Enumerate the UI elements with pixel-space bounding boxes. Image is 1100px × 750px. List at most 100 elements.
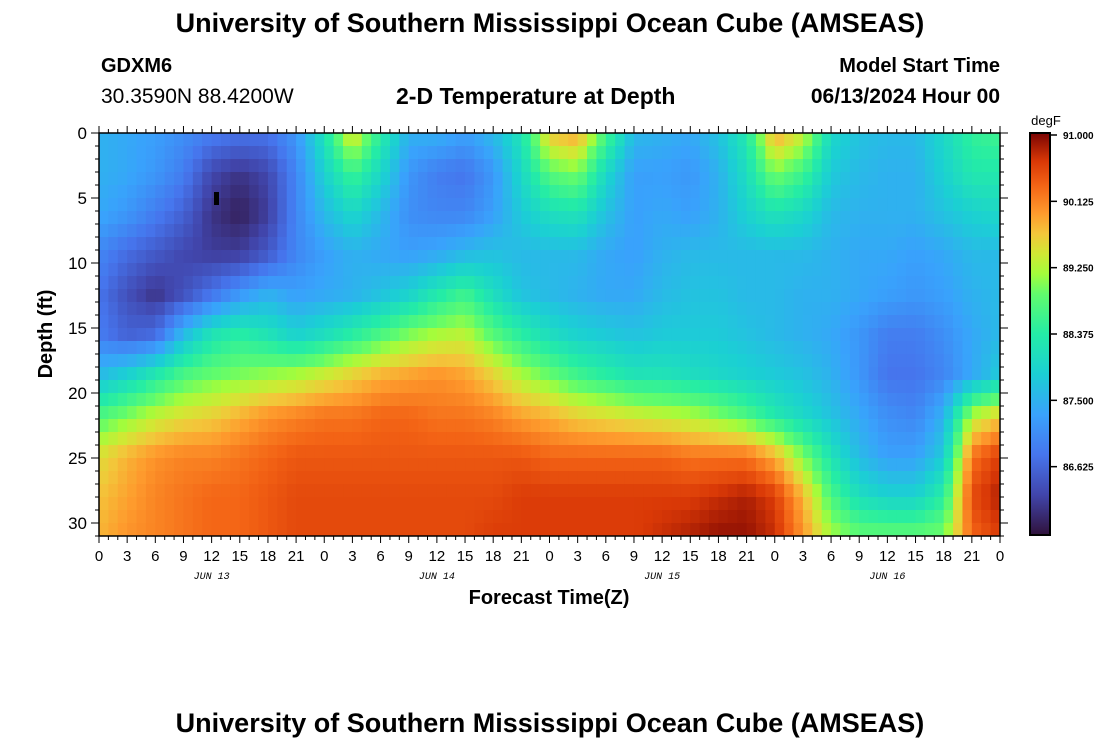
heatmap-cell (868, 172, 879, 186)
heatmap-cell (389, 159, 400, 173)
heatmap-cell (427, 419, 438, 433)
heatmap-cell (962, 198, 973, 212)
heatmap-cell (737, 328, 748, 342)
heatmap-cell (615, 146, 626, 160)
heatmap-cell (690, 341, 701, 355)
heatmap-cell (155, 133, 166, 147)
heatmap-cell (408, 211, 419, 225)
heatmap-cell (493, 510, 504, 524)
heatmap-cell (831, 367, 842, 381)
heatmap-cell (709, 354, 720, 368)
heatmap-cell (633, 432, 644, 446)
heatmap-cell (934, 315, 945, 329)
heatmap-cell (380, 341, 391, 355)
heatmap-cell (389, 484, 400, 498)
heatmap-cell (239, 432, 250, 446)
heatmap-cell (821, 393, 832, 407)
heatmap-cell (577, 250, 588, 264)
heatmap-cell (605, 419, 616, 433)
heatmap-cell (709, 406, 720, 420)
heatmap-cell (906, 445, 917, 459)
heatmap-cell (145, 354, 156, 368)
heatmap-cell (99, 224, 109, 238)
heatmap-cell (859, 328, 870, 342)
heatmap-cell (155, 393, 166, 407)
heatmap-cell (136, 406, 147, 420)
heatmap-cell (99, 393, 109, 407)
heatmap-cell (662, 380, 673, 394)
heatmap-cell (436, 302, 447, 316)
heatmap-cell (324, 380, 335, 394)
heatmap-cell (502, 419, 513, 433)
heatmap-cell (361, 224, 372, 238)
heatmap-cell (915, 406, 926, 420)
heatmap-cell (211, 211, 222, 225)
heatmap-cell (192, 354, 203, 368)
heatmap-cell (981, 354, 992, 368)
heatmap-cell (361, 406, 372, 420)
heatmap-cell (877, 484, 888, 498)
heatmap-cell (699, 393, 710, 407)
heatmap-cell (859, 250, 870, 264)
heatmap-cell (286, 237, 297, 251)
heatmap-cell (990, 367, 1000, 381)
heatmap-cell (587, 497, 598, 511)
heatmap-cell (446, 380, 457, 394)
heatmap-cell (164, 354, 175, 368)
heatmap-cell (906, 133, 917, 147)
heatmap-cell (746, 237, 757, 251)
heatmap-cell (493, 471, 504, 485)
heatmap-cell (633, 419, 644, 433)
heatmap-cell (812, 341, 823, 355)
heatmap-cell (671, 146, 682, 160)
heatmap-cell (127, 458, 138, 472)
heatmap-cell (840, 315, 851, 329)
heatmap-cell (192, 289, 203, 303)
heatmap-cell (802, 497, 813, 511)
heatmap-cell (549, 458, 560, 472)
heatmap-cell (802, 289, 813, 303)
heatmap-cell (502, 341, 513, 355)
heatmap-cell (934, 276, 945, 290)
heatmap-cell (962, 224, 973, 238)
heatmap-cell (502, 367, 513, 381)
heatmap-cell (840, 393, 851, 407)
heatmap-cell (896, 237, 907, 251)
colorbar-tick-label: 86.625 (1063, 463, 1094, 474)
heatmap-cell (840, 523, 851, 536)
heatmap-cell (690, 432, 701, 446)
x-tick-label: 3 (799, 548, 807, 565)
heatmap-cell (474, 133, 485, 147)
heatmap-cell (615, 250, 626, 264)
heatmap-cell (765, 354, 776, 368)
heatmap-cell (314, 289, 325, 303)
heatmap-cell (511, 510, 522, 524)
x-tick-label: 18 (710, 548, 727, 565)
heatmap-cell (174, 302, 185, 316)
heatmap-cell (249, 302, 260, 316)
heatmap-cell (577, 354, 588, 368)
heatmap-cell (587, 419, 598, 433)
heatmap-cell (990, 250, 1000, 264)
heatmap-cell (849, 367, 860, 381)
heatmap-cell (305, 198, 316, 212)
heatmap-cell (859, 419, 870, 433)
heatmap-cell (690, 471, 701, 485)
heatmap-cell (624, 497, 635, 511)
heatmap-cell (108, 224, 119, 238)
heatmap-cell (802, 237, 813, 251)
heatmap-cell (221, 458, 231, 472)
heatmap-cell (408, 393, 419, 407)
heatmap-cell (249, 523, 260, 536)
heatmap-cell (455, 250, 466, 264)
heatmap-cell (314, 276, 325, 290)
page-title: University of Southern Mississippi Ocean… (175, 8, 925, 38)
heatmap-cell (915, 419, 926, 433)
heatmap-cell (615, 198, 626, 212)
heatmap-cell (887, 484, 898, 498)
heatmap-cell (812, 133, 823, 147)
heatmap-cell (784, 302, 795, 316)
heatmap-cell (192, 523, 203, 536)
heatmap-cell (108, 367, 119, 381)
heatmap-cell (577, 432, 588, 446)
